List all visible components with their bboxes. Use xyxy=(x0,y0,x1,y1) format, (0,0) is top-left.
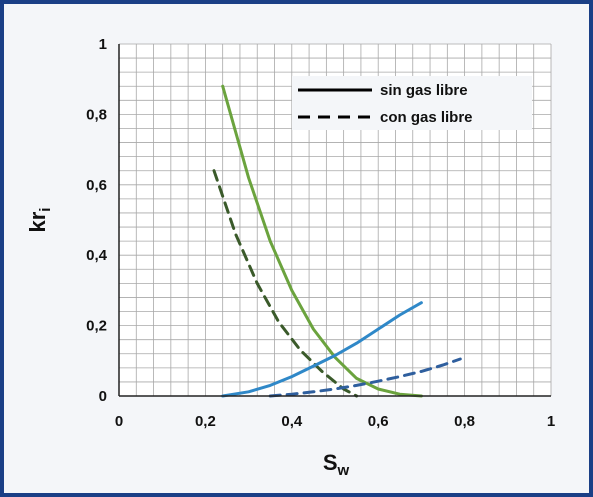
axes xyxy=(118,44,551,397)
y-tick-label: 0,4 xyxy=(86,247,108,264)
series-line-3 xyxy=(268,357,462,398)
series-line-2 xyxy=(221,301,423,398)
x-tick-label: 0 xyxy=(115,413,123,430)
legend-label-solid: sin gas libre xyxy=(380,82,468,99)
x-tick-label: 0,6 xyxy=(368,413,389,430)
series-line-0 xyxy=(221,84,423,398)
y-tick-label: 0,8 xyxy=(86,106,107,123)
y-axis-title: kri xyxy=(25,208,54,233)
legend-box xyxy=(292,76,532,130)
series-group xyxy=(212,84,462,398)
y-tick-label: 1 xyxy=(99,36,107,53)
y-tick-label: 0,6 xyxy=(86,177,107,194)
legend-label-dashed: con gas libre xyxy=(380,109,473,126)
y-tick-label: 0 xyxy=(99,388,107,405)
x-tick-label: 0,4 xyxy=(281,413,303,430)
tick-labels: 0 0,2 0,4 0,6 0,8 1 0 0,2 0,4 0,6 0,8 1 xyxy=(86,36,555,430)
x-axis-title: Sw xyxy=(323,450,350,479)
legend: sin gas libre con gas libre xyxy=(292,76,532,130)
y-tick-label: 0,2 xyxy=(86,318,107,335)
x-tick-label: 0,2 xyxy=(195,413,216,430)
x-tick-label: 0,8 xyxy=(454,413,475,430)
x-tick-label: 1 xyxy=(547,413,555,430)
series-line-1 xyxy=(212,169,359,398)
